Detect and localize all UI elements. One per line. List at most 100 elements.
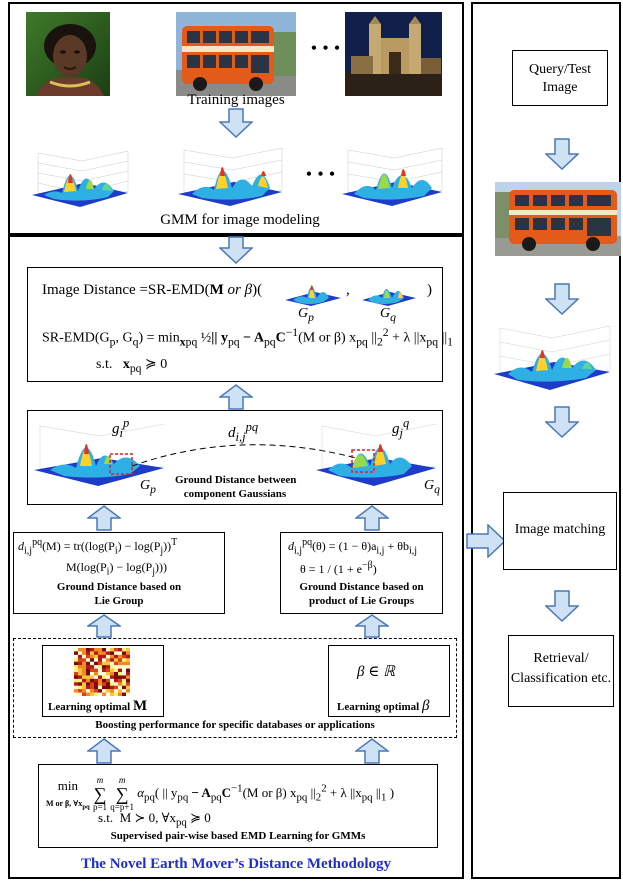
arrow-right-to-matching bbox=[466, 524, 506, 558]
matrix-cell bbox=[118, 654, 123, 659]
matrix-cell bbox=[126, 678, 130, 683]
matrix-cell bbox=[98, 658, 103, 662]
arrow-down-right-3 bbox=[545, 406, 579, 438]
matrix-cell bbox=[106, 678, 111, 683]
matrix-cell bbox=[98, 651, 103, 656]
matrix-cell bbox=[82, 654, 87, 659]
label-gp: Gp bbox=[298, 306, 314, 324]
matrix-cell bbox=[90, 661, 95, 666]
ground-caption-2: component Gaussians bbox=[183, 488, 287, 500]
matrix-cell bbox=[102, 685, 107, 690]
matrix-cell bbox=[102, 654, 107, 659]
matrix-cell bbox=[106, 689, 111, 693]
matrix-cell bbox=[86, 682, 91, 686]
matrix-cell bbox=[118, 658, 123, 662]
query-image-bus bbox=[495, 182, 621, 256]
matrix-cell bbox=[98, 692, 103, 696]
arrow-up-product bbox=[355, 505, 389, 531]
matrix-cell bbox=[82, 685, 87, 690]
matrix-cell bbox=[102, 675, 107, 680]
matrix-cell bbox=[74, 661, 79, 666]
matrix-cell bbox=[78, 658, 83, 662]
matrix-cell bbox=[102, 651, 107, 656]
supervised-constraint: s.t. M ≻ 0, ∀xpq ≽ 0 bbox=[98, 810, 211, 829]
gmm-surface-2 bbox=[170, 142, 290, 210]
matrix-cell bbox=[122, 668, 127, 673]
matrix-cell bbox=[122, 672, 127, 676]
matrix-cell bbox=[122, 654, 127, 659]
matrix-cell bbox=[90, 685, 95, 690]
matrix-cell bbox=[94, 675, 99, 680]
matrix-cell bbox=[90, 668, 95, 673]
label-gjq: gjq bbox=[392, 416, 410, 440]
matrix-cell bbox=[94, 692, 99, 696]
matrix-cell bbox=[110, 675, 115, 680]
matrix-cell bbox=[126, 692, 130, 696]
retrieval-label-1: Retrieval/ bbox=[533, 651, 589, 666]
arrow-down-right-2 bbox=[545, 283, 579, 315]
label-gq: Gq bbox=[380, 306, 396, 324]
matrix-cell bbox=[126, 654, 130, 659]
matrix-cell bbox=[118, 685, 123, 690]
matrix-cell bbox=[78, 682, 83, 686]
supervised-caption: Supervised pair-wise based EMD Learning … bbox=[110, 830, 366, 842]
learning-beta-box bbox=[328, 645, 450, 717]
matrix-cell bbox=[74, 672, 79, 676]
matrix-cell bbox=[118, 661, 123, 666]
matrix-cell bbox=[74, 668, 79, 673]
matrix-cell bbox=[122, 685, 127, 690]
matrix-cell bbox=[78, 665, 83, 669]
mini-gmm-q bbox=[360, 270, 418, 308]
query-label-1: Query/Test bbox=[528, 62, 591, 77]
matrix-cell bbox=[98, 678, 103, 683]
matrix-cell bbox=[126, 689, 130, 693]
matrix-cell bbox=[82, 675, 87, 680]
matrix-cell bbox=[106, 654, 111, 659]
matrix-cell bbox=[110, 689, 115, 693]
left-bottom-frame bbox=[8, 235, 464, 879]
training-image-church bbox=[345, 12, 442, 96]
boosting-region bbox=[13, 638, 457, 738]
matrix-cell bbox=[78, 692, 83, 696]
matrix-cell bbox=[94, 678, 99, 683]
ellipsis-images: • • • bbox=[311, 40, 341, 57]
matrix-cell bbox=[106, 675, 111, 680]
matrix-cell bbox=[106, 682, 111, 686]
matrix-cell bbox=[106, 648, 111, 652]
matrix-cell bbox=[114, 665, 119, 669]
matrix-cell bbox=[82, 648, 87, 652]
product-lie-box bbox=[280, 532, 443, 614]
lie-group-box bbox=[13, 532, 225, 614]
product-caption-2: product of Lie Groups bbox=[308, 595, 415, 607]
image-matching-box bbox=[503, 492, 617, 570]
arrow-down-right-1 bbox=[545, 138, 579, 170]
matrix-cell bbox=[126, 668, 130, 673]
matrix-cell bbox=[114, 658, 119, 662]
matrix-cell bbox=[106, 668, 111, 673]
matrix-cell bbox=[126, 658, 130, 662]
matrix-cell bbox=[74, 651, 79, 656]
matrix-cell bbox=[98, 648, 103, 652]
matrix-cell bbox=[86, 675, 91, 680]
matrix-cell bbox=[98, 685, 103, 690]
matrix-cell bbox=[106, 692, 111, 696]
matrix-cell bbox=[74, 678, 79, 683]
matrix-cell bbox=[118, 689, 123, 693]
matrix-cell bbox=[78, 651, 83, 656]
matrix-cell bbox=[106, 658, 111, 662]
left-top-frame bbox=[8, 2, 464, 235]
matrix-cell bbox=[102, 692, 107, 696]
matrix-cell bbox=[90, 654, 95, 659]
matrix-cell bbox=[78, 654, 83, 659]
matrix-cell bbox=[102, 682, 107, 686]
mini-gmm-p bbox=[283, 270, 343, 308]
matrix-cell bbox=[86, 661, 91, 666]
matrix-cell bbox=[74, 654, 79, 659]
matrix-cell bbox=[82, 665, 87, 669]
matrix-cell bbox=[86, 665, 91, 669]
arrow-up-from-beta bbox=[355, 614, 389, 638]
matrix-cell bbox=[90, 658, 95, 662]
product-equation-2: θ = 1 / (1 + e−β) bbox=[300, 560, 377, 576]
matrix-cell bbox=[94, 658, 99, 662]
matrix-cell bbox=[74, 692, 79, 696]
